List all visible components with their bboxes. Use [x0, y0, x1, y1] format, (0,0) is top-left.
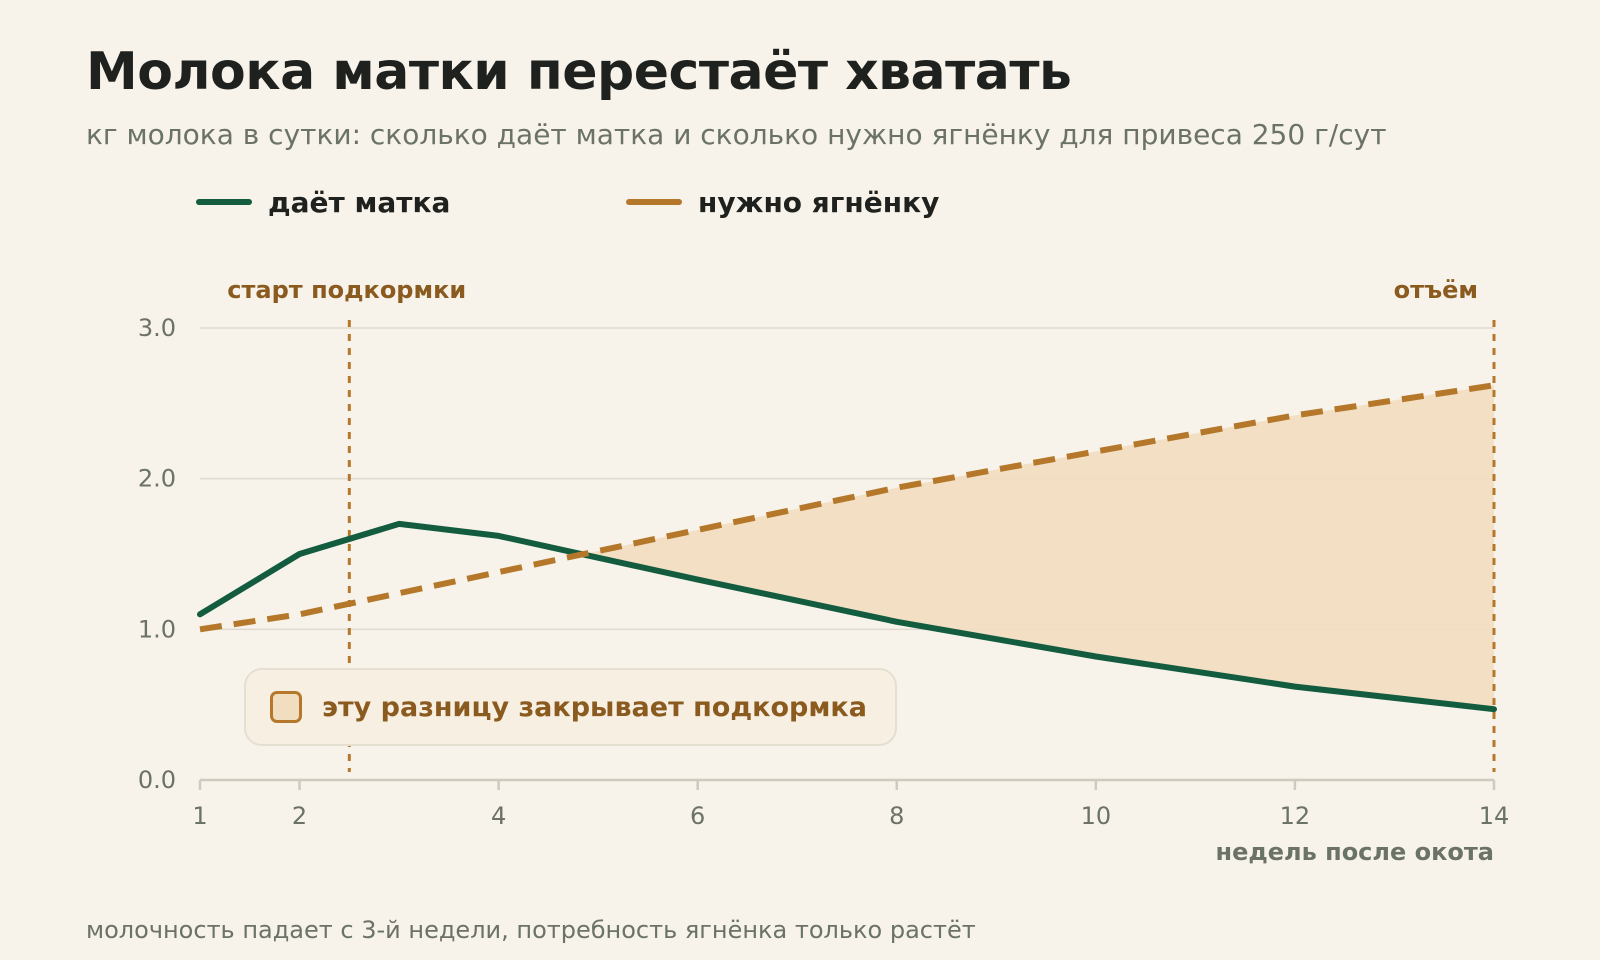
x-tick-label-1: 2 [292, 802, 307, 830]
gap-swatch [270, 691, 302, 723]
legend-swatch-lamb [626, 199, 682, 205]
marker-label-1: отъём [1394, 276, 1478, 304]
x-axis-title: недель после окота [1215, 838, 1494, 866]
y-tick-label-0: 0.0 [138, 766, 176, 794]
chart-title: Молока матки перестаёт хватать [86, 42, 1072, 102]
footnote: молочность падает с 3-й недели, потребно… [86, 916, 976, 944]
legend-label-ewe: даёт матка [268, 185, 451, 219]
gap-annotation-label: эту разницу закрывает подкормка [322, 691, 867, 723]
y-tick-label-3: 3.0 [138, 314, 176, 342]
legend-label-lamb: нужно ягнёнку [698, 185, 940, 219]
x-tick-label-2: 4 [491, 802, 506, 830]
legend-item-lamb: нужно ягнёнку [626, 180, 939, 224]
legend-item-ewe: даёт матка [196, 180, 450, 224]
x-tick-label-4: 8 [889, 802, 904, 830]
x-tick-label-3: 6 [690, 802, 705, 830]
gap-annotation: эту разницу закрывает подкормка [244, 668, 897, 746]
chart-subtitle: кг молока в сутки: сколько даёт матка и … [86, 118, 1387, 151]
y-tick-label-1: 1.0 [138, 615, 176, 643]
x-tick-label-0: 1 [192, 802, 207, 830]
gap-area [582, 385, 1494, 710]
x-tick-label-6: 12 [1280, 802, 1311, 830]
x-tick-label-5: 10 [1081, 802, 1112, 830]
y-tick-label-2: 2.0 [138, 465, 176, 493]
series-line-ewe [197, 520, 1497, 713]
x-tick-label-7: 14 [1479, 802, 1510, 830]
marker-label-0: старт подкормки [227, 276, 466, 304]
legend-swatch-ewe [196, 199, 252, 205]
